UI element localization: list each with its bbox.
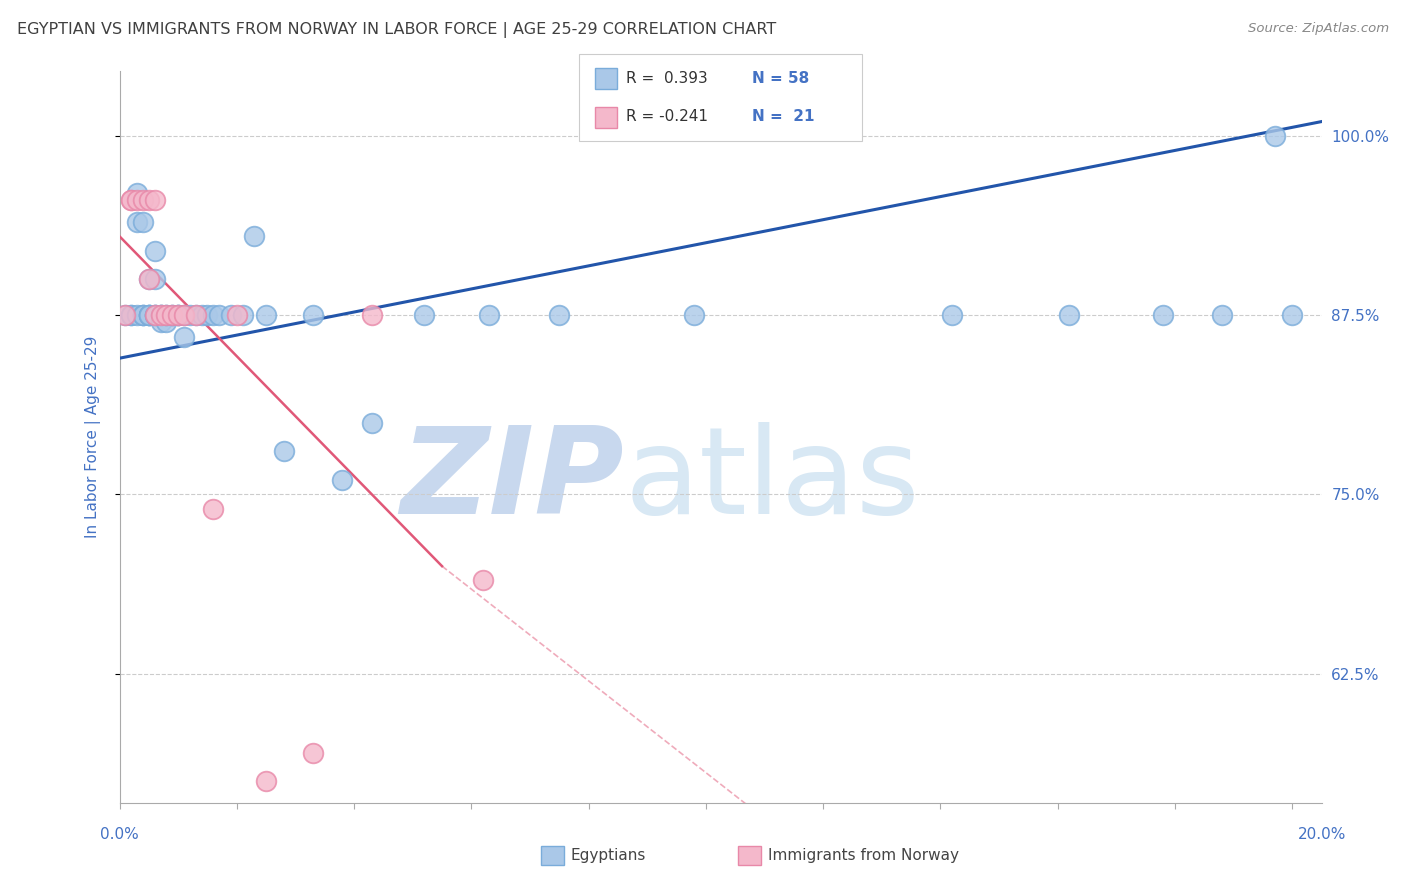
Point (149, 308, 172, 322)
Point (127, 215, 149, 229)
Point (254, 774, 277, 789)
Point (143, 194, 166, 208)
Point (941, 308, 963, 322)
Point (202, 308, 225, 322)
Point (219, 308, 242, 322)
Point (138, 308, 160, 322)
Point (138, 308, 160, 322)
Text: Immigrants from Norway: Immigrants from Norway (768, 848, 959, 863)
Point (138, 272, 160, 286)
Point (162, 308, 184, 322)
Point (184, 308, 207, 322)
Point (208, 308, 231, 322)
Text: ZIP: ZIP (401, 423, 624, 540)
Point (155, 308, 177, 322)
Point (202, 501, 225, 516)
Point (132, 308, 155, 322)
Text: N = 58: N = 58 (752, 70, 810, 86)
Point (413, 308, 436, 322)
Point (155, 315, 177, 329)
Text: Egyptians: Egyptians (571, 848, 647, 863)
Point (143, 308, 166, 322)
Point (138, 308, 160, 322)
Point (138, 194, 160, 208)
Point (190, 308, 212, 322)
Text: N =  21: N = 21 (752, 110, 814, 124)
Point (143, 272, 166, 286)
Y-axis label: In Labor Force | Age 25-29: In Labor Force | Age 25-29 (86, 336, 101, 538)
Point (243, 229, 266, 244)
Point (1264, 128, 1286, 143)
Text: atlas: atlas (624, 423, 920, 540)
Point (360, 416, 382, 430)
Point (114, 308, 136, 322)
Text: R = -0.241: R = -0.241 (626, 110, 707, 124)
Point (1211, 308, 1233, 322)
Point (155, 308, 177, 322)
Point (167, 308, 190, 322)
Point (173, 329, 195, 343)
Point (127, 308, 149, 322)
Point (162, 308, 184, 322)
Point (184, 308, 207, 322)
Point (472, 574, 495, 588)
Point (167, 308, 190, 322)
Point (143, 308, 166, 322)
Point (302, 746, 325, 760)
Point (120, 308, 142, 322)
Point (167, 308, 190, 322)
Point (197, 308, 219, 322)
Point (330, 473, 353, 487)
Point (143, 308, 166, 322)
Point (548, 308, 571, 322)
Point (232, 308, 254, 322)
Point (132, 308, 155, 322)
Point (1281, 308, 1303, 322)
Point (132, 308, 155, 322)
Text: Source: ZipAtlas.com: Source: ZipAtlas.com (1249, 22, 1389, 36)
Point (120, 194, 142, 208)
Point (254, 308, 277, 322)
Text: 20.0%: 20.0% (1298, 827, 1346, 841)
Point (167, 308, 190, 322)
Text: EGYPTIAN VS IMMIGRANTS FROM NORWAY IN LABOR FORCE | AGE 25-29 CORRELATION CHART: EGYPTIAN VS IMMIGRANTS FROM NORWAY IN LA… (17, 22, 776, 38)
Point (683, 308, 706, 322)
Point (149, 308, 172, 322)
Point (173, 308, 195, 322)
Point (162, 308, 184, 322)
Point (138, 308, 160, 322)
Point (155, 308, 177, 322)
Text: R =  0.393: R = 0.393 (626, 70, 707, 86)
Point (149, 308, 172, 322)
Point (179, 308, 201, 322)
Point (478, 308, 501, 322)
Point (132, 194, 155, 208)
Point (127, 194, 149, 208)
Point (149, 308, 172, 322)
Point (138, 272, 160, 286)
Point (127, 186, 149, 201)
Point (273, 444, 295, 458)
Point (143, 244, 166, 258)
Point (143, 308, 166, 322)
Point (1059, 308, 1081, 322)
Point (120, 308, 142, 322)
Point (360, 308, 382, 322)
Point (173, 308, 195, 322)
Point (302, 308, 325, 322)
Text: 0.0%: 0.0% (100, 827, 139, 841)
Point (225, 308, 247, 322)
Point (114, 308, 136, 322)
Point (120, 194, 142, 208)
Point (132, 215, 155, 229)
Point (149, 315, 172, 329)
Point (1152, 308, 1174, 322)
